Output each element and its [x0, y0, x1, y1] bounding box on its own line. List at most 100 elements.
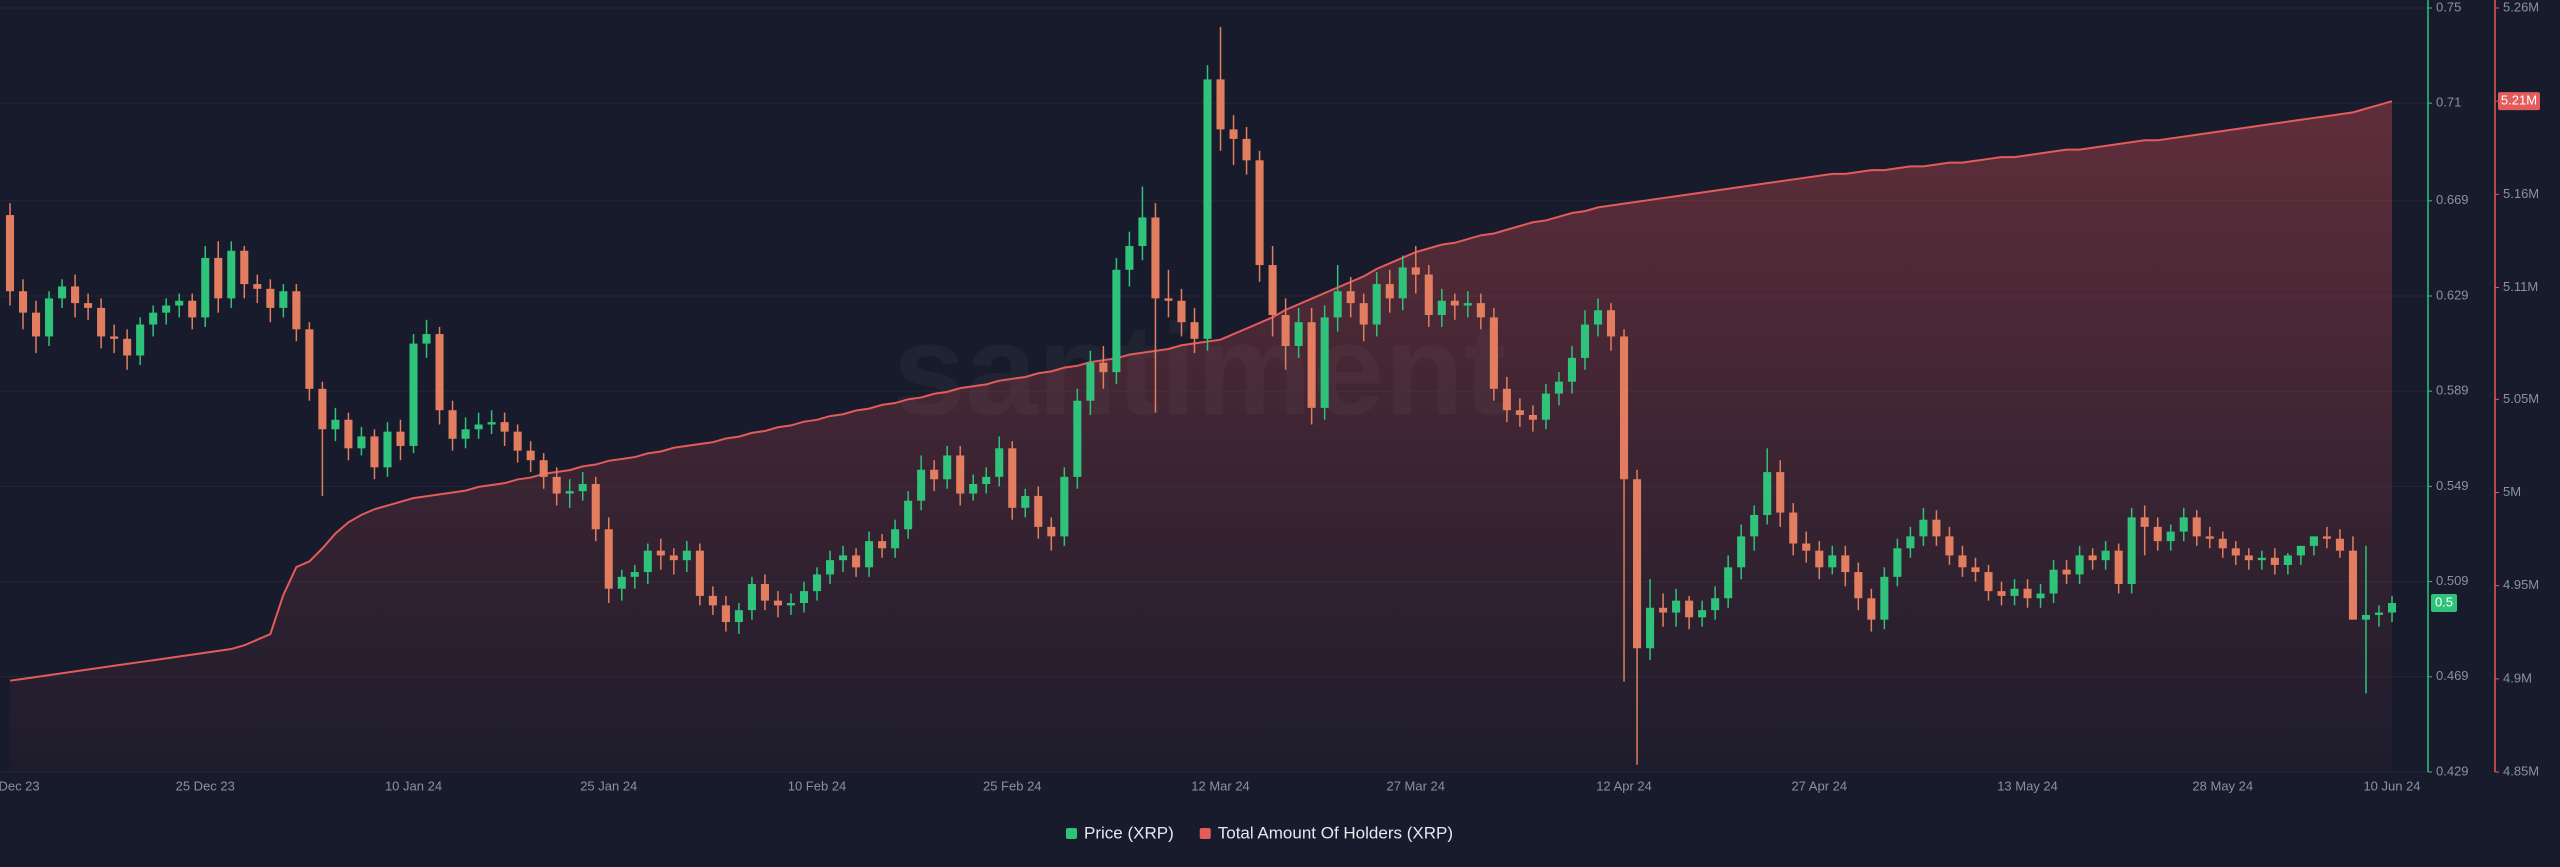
x-tick-label: 27 Apr 24 [1791, 778, 1847, 793]
candle-body [474, 424, 483, 430]
y2-tick-label: 4.9M [2503, 670, 2532, 685]
candle-body [1750, 514, 1759, 537]
candle-body [1997, 591, 2006, 596]
candle-body [1008, 448, 1017, 508]
candle-body [526, 450, 535, 461]
candle-body [539, 460, 548, 477]
candle-body [435, 334, 444, 411]
candle-body [2179, 517, 2188, 532]
candle-body [1528, 414, 1537, 420]
candle-body [2049, 569, 2058, 594]
candle-body [45, 298, 54, 337]
candle-body [1450, 300, 1459, 306]
candle-body [2296, 545, 2305, 556]
candle-body [1489, 317, 1498, 389]
candle-body [2075, 555, 2084, 575]
candle-body [943, 455, 952, 480]
candle-body [1554, 381, 1563, 394]
candle-body [2010, 588, 2019, 596]
last-value-label: 5.21M [2501, 93, 2537, 108]
candle-body [695, 550, 704, 596]
x-tick-label: 25 Feb 24 [983, 778, 1042, 793]
candle-body [5, 215, 15, 292]
candle-body [1789, 512, 1798, 544]
candle-body [2270, 557, 2279, 565]
y2-tick-label: 5.11M [2503, 279, 2538, 294]
candle-body [2244, 555, 2253, 561]
candle-body [565, 491, 574, 494]
candle-body [2062, 569, 2071, 575]
candle-body [344, 419, 353, 449]
candle-body [292, 291, 301, 330]
candle-body [995, 448, 1004, 477]
candle-body [643, 550, 652, 573]
y-tick-label: 0.669 [2436, 192, 2469, 207]
candle-body [1164, 298, 1173, 301]
candle-body [904, 500, 913, 530]
candle-body [930, 469, 939, 480]
x-tick-label: 10 Dec 23 [0, 778, 40, 793]
candle-body [734, 610, 743, 623]
candle-body [852, 555, 861, 568]
candle-body [1346, 291, 1355, 304]
candle-body [2257, 557, 2266, 561]
candle-body [1502, 388, 1511, 411]
candle-body [2205, 536, 2214, 539]
candle-body [2114, 550, 2123, 584]
candle-body [1711, 598, 1720, 611]
candle-body [71, 286, 80, 304]
candle-body [1411, 267, 1420, 275]
last-price-tag [2431, 594, 2457, 613]
candle-body [1463, 303, 1472, 306]
y-tick-label: 0.629 [2436, 287, 2469, 302]
area-fill [10, 101, 2392, 773]
candle-body [1945, 536, 1954, 556]
y-tick-label: 0.549 [2436, 478, 2469, 493]
candle-body [1580, 324, 1590, 358]
candle-body [1541, 393, 1550, 420]
candle-body [305, 329, 314, 389]
candle-body [1672, 600, 1681, 613]
candle-body [1190, 322, 1199, 339]
candle-body [891, 529, 900, 549]
candle-body [1047, 526, 1056, 537]
candle-body [1021, 495, 1030, 508]
candle-body [2153, 526, 2162, 542]
candle-body [799, 591, 809, 604]
candle-body [422, 334, 431, 344]
candle-body [500, 422, 509, 432]
candle-body [969, 484, 978, 494]
candle-body [2140, 517, 2149, 527]
x-tick-label: 27 Mar 24 [1386, 778, 1445, 793]
legend-label: Total Amount Of Holders (XRP) [1218, 823, 1453, 842]
candle-body [2088, 555, 2097, 561]
candle-body [630, 572, 639, 577]
candle-body [461, 429, 470, 439]
candle-body [1606, 310, 1616, 337]
candle-body [1125, 246, 1134, 270]
candle-body [1802, 543, 1811, 551]
candle-body [1593, 310, 1603, 325]
candle-body [1971, 567, 1980, 573]
candle-body [1229, 129, 1238, 139]
candle-body [2036, 593, 2045, 599]
candle-body [1685, 600, 1694, 618]
y-tick-label: 0.75 [2436, 0, 2461, 14]
y-tick-label: 0.429 [2436, 763, 2469, 778]
candle-body [1763, 472, 1772, 515]
candle-body [2218, 538, 2227, 549]
candle-body [2283, 555, 2292, 565]
candle-body [1307, 322, 1316, 408]
candle-body [669, 555, 678, 561]
candle-body [2361, 614, 2371, 620]
candle-body [1437, 300, 1446, 316]
candle-body [1268, 265, 1277, 316]
candle-body [878, 541, 887, 549]
candle-body [1138, 217, 1147, 247]
candle-body [1893, 548, 1902, 577]
candle-body [773, 600, 783, 606]
candle-body [1385, 284, 1394, 299]
candle-body [123, 338, 132, 356]
